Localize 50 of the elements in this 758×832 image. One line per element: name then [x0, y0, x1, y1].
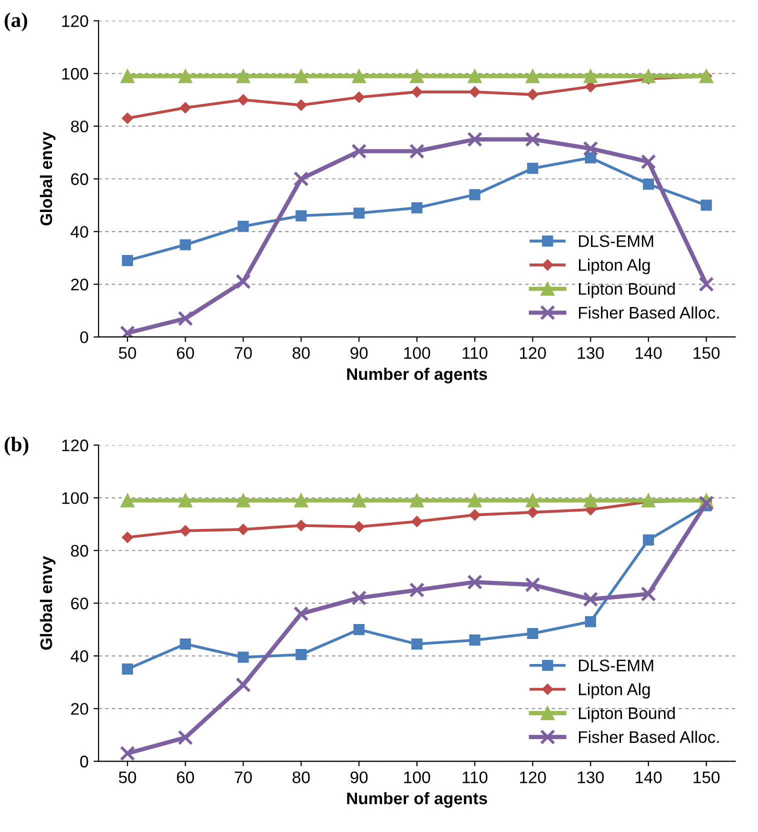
legend-label: Lipton Alg	[578, 683, 650, 699]
x-tick-label: 120	[520, 347, 546, 359]
x-tick-label: 140	[636, 347, 662, 359]
y-tick-label: 20	[71, 702, 88, 715]
legend-label: Lipton Alg	[578, 258, 650, 274]
y-tick-label: 100	[62, 492, 88, 504]
x-tick-label: 80	[292, 347, 310, 359]
legend-label: DLS-EMM	[578, 660, 654, 672]
y-tick-label: 100	[62, 68, 88, 80]
y-tick-label: 60	[71, 598, 88, 610]
x-tick-label: 140	[636, 771, 662, 784]
x-axis-title: Number of agents	[347, 368, 488, 384]
legend-label: Fisher Based Alloc.	[578, 306, 719, 319]
y-tick-label: 120	[62, 440, 88, 452]
x-tick-label: 100	[404, 771, 430, 784]
y-tick-label: 0	[80, 331, 88, 344]
x-tick-label: 50	[118, 347, 136, 359]
text: (a)	[4, 12, 28, 32]
text: (b)	[4, 436, 28, 456]
y-axis-title: Global envy	[40, 132, 56, 226]
legend-label: Lipton Bound	[578, 282, 675, 298]
x-tick-label: 110	[462, 771, 488, 784]
x-tick-label: 100	[404, 347, 430, 359]
x-tick-label: 70	[234, 771, 252, 784]
y-tick-label: 120	[62, 15, 88, 28]
x-tick-label: 70	[234, 347, 252, 359]
legend-label: DLS-EMM	[578, 235, 654, 248]
x-tick-label: 60	[176, 771, 194, 784]
x-tick-label: 130	[578, 771, 604, 784]
y-tick-label: 80	[71, 120, 88, 132]
x-tick-label: 110	[462, 347, 488, 359]
legend-label: Fisher Based Alloc.	[578, 730, 719, 743]
x-tick-label: 90	[350, 771, 368, 784]
x-tick-label: 150	[694, 347, 720, 359]
x-tick-label: 120	[520, 771, 546, 784]
x-tick-label: 150	[694, 771, 720, 784]
x-tick-label: 50	[118, 771, 136, 784]
y-tick-label: 20	[71, 278, 88, 290]
y-tick-label: 80	[71, 544, 88, 557]
x-tick-label: 60	[176, 347, 194, 359]
x-tick-label: 90	[350, 347, 368, 359]
legend-label: Lipton Bound	[578, 706, 675, 722]
y-tick-label: 60	[71, 173, 88, 186]
x-tick-label: 130	[578, 347, 604, 359]
x-axis-title: Number of agents	[347, 792, 488, 808]
y-tick-label: 0	[80, 756, 88, 768]
y-axis-title: Global envy	[40, 556, 56, 650]
y-tick-label: 40	[70, 650, 88, 662]
y-tick-label: 40	[70, 226, 88, 238]
x-tick-label: 80	[292, 771, 310, 784]
